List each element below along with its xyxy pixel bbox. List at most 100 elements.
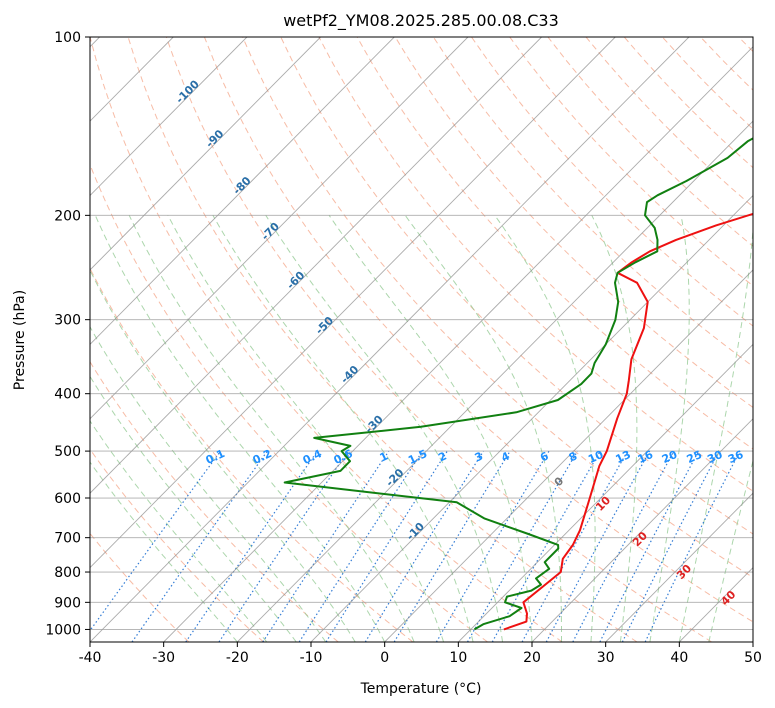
dry-adiabat-line xyxy=(90,448,264,642)
mixing-ratio-label: 16 xyxy=(636,448,656,466)
moist-adiabat-line xyxy=(90,461,238,642)
moist-adiabat-line xyxy=(265,215,503,642)
isotherm-label: -20 xyxy=(383,466,406,489)
dry-adiabat-line xyxy=(165,37,712,642)
moist-adiabat-line xyxy=(678,224,753,642)
isotherm-line xyxy=(237,120,753,642)
isotherm-line xyxy=(90,37,321,271)
moist-adiabat-label: 30 xyxy=(674,562,694,582)
dry-adiabat-line xyxy=(432,37,753,368)
isotherm-line xyxy=(310,194,753,642)
x-axis-ticks: -40 -30 -20 -10 0 10 20 30 40 50 xyxy=(79,642,762,666)
isotherm-line xyxy=(90,37,469,420)
moist-adiabat-line xyxy=(212,215,474,642)
dry-adiabat-line xyxy=(661,37,753,130)
moist-adiabat-line xyxy=(128,215,415,642)
isotherm-line xyxy=(384,269,753,642)
moist-adiabat-line xyxy=(649,215,690,642)
dry-adiabat-line xyxy=(509,37,753,287)
dry-adiabat-line xyxy=(356,37,753,450)
mixing-ratio-label: 0.4 xyxy=(301,447,324,467)
mixing-ratio-line xyxy=(364,450,485,642)
x-tick-label: 10 xyxy=(449,650,467,666)
isotherm-label: -40 xyxy=(338,363,361,386)
mixing-ratio-label: 3 xyxy=(473,450,485,465)
mixing-ratio-label: 8 xyxy=(567,450,579,465)
dry-adiabat-line xyxy=(471,37,753,327)
moist-adiabat-line xyxy=(94,215,386,642)
dry-adiabat-line xyxy=(738,37,753,53)
dewpoint-profile-line xyxy=(283,137,753,631)
mixing-ratio-label: 0.2 xyxy=(251,447,274,467)
moist-adiabat-label: 20 xyxy=(630,529,650,549)
y-tick-label: 600 xyxy=(54,491,81,507)
y-axis-label: Pressure (hPa) xyxy=(12,290,28,390)
isotherm-label: -90 xyxy=(203,127,226,150)
isotherm-label: -70 xyxy=(259,220,282,243)
x-tick-label: -40 xyxy=(79,650,102,666)
moist-adiabat-line xyxy=(494,215,596,642)
x-tick-label: 0 xyxy=(380,650,389,666)
moist-adiabat-line xyxy=(90,375,297,642)
pressure-grid-lines xyxy=(90,37,753,642)
y-tick-label: 100 xyxy=(54,30,81,46)
mixing-ratio-line xyxy=(218,450,349,642)
mixing-ratio-line xyxy=(325,450,448,642)
chart-title: wetPf2_YM08.2025.285.00.08.C33 xyxy=(283,11,559,31)
y-tick-label: 700 xyxy=(54,531,81,547)
mixing-ratio-label: 20 xyxy=(660,448,680,466)
background-reference-lines xyxy=(90,37,753,642)
y-tick-label: 1000 xyxy=(45,622,81,638)
x-tick-label: 30 xyxy=(597,650,615,666)
mixing-ratio-line xyxy=(90,450,221,632)
isotherm-line xyxy=(90,37,248,197)
isotherm-line xyxy=(163,46,753,642)
isotherm-line xyxy=(90,37,616,569)
x-tick-label: -30 xyxy=(152,650,175,666)
moist-adiabat-line xyxy=(708,458,753,642)
dry-adiabat-line xyxy=(623,37,753,169)
mixing-ratio-label: 30 xyxy=(705,448,725,466)
y-axis-ticks: 1000 900 800 700 600 500 400 300 200 100 xyxy=(45,30,90,638)
isotherm-line xyxy=(90,37,690,642)
mixing-ratio-line xyxy=(572,450,675,642)
moist-adiabat-line xyxy=(328,215,533,642)
isotherm-label: -50 xyxy=(313,314,336,337)
isotherm-label: -60 xyxy=(284,269,307,292)
y-tick-label: 200 xyxy=(54,208,81,224)
moist-adiabat-line xyxy=(404,215,562,642)
dry-adiabat-line xyxy=(90,360,339,642)
mixing-ratio-label: 13 xyxy=(614,448,633,466)
mixing-ratio-line xyxy=(393,450,511,642)
isotherm-line xyxy=(752,641,753,642)
mixing-ratio-label: 36 xyxy=(726,448,746,466)
dry-adiabat-line xyxy=(90,37,563,642)
isotherm-line xyxy=(531,418,753,642)
plot-frame xyxy=(89,36,754,643)
x-tick-label: -20 xyxy=(226,650,249,666)
dry-adiabat-line xyxy=(90,267,414,642)
mixing-ratio-line xyxy=(491,450,601,642)
moist-adiabat-label: 40 xyxy=(718,588,738,608)
moist-adiabat-line xyxy=(90,269,356,642)
dry-adiabat-line xyxy=(547,37,753,247)
mixing-ratio-line xyxy=(435,450,550,642)
x-tick-label: -10 xyxy=(300,650,323,666)
x-axis-label: Temperature (°C) xyxy=(360,681,482,697)
mixing-ratio-label: 4 xyxy=(499,449,512,464)
x-tick-label: 50 xyxy=(744,650,762,666)
mixing-ratio-line xyxy=(298,450,424,642)
mixing-ratio-line xyxy=(521,450,629,642)
moist-adiabat-line xyxy=(167,215,445,642)
mixing-ratio-label: 1.5 xyxy=(406,447,429,467)
mixing-ratio-line xyxy=(262,450,390,642)
sounding-profiles xyxy=(283,137,753,631)
isotherm-line xyxy=(90,37,542,494)
moist-adiabat-label: 0 xyxy=(552,474,567,489)
mixing-ratio-line xyxy=(599,450,700,642)
dry-adiabat-line xyxy=(318,37,753,492)
moist-adiabat-line xyxy=(591,215,638,642)
temperature-profile-line xyxy=(503,212,753,631)
isotherm-line xyxy=(679,566,753,642)
